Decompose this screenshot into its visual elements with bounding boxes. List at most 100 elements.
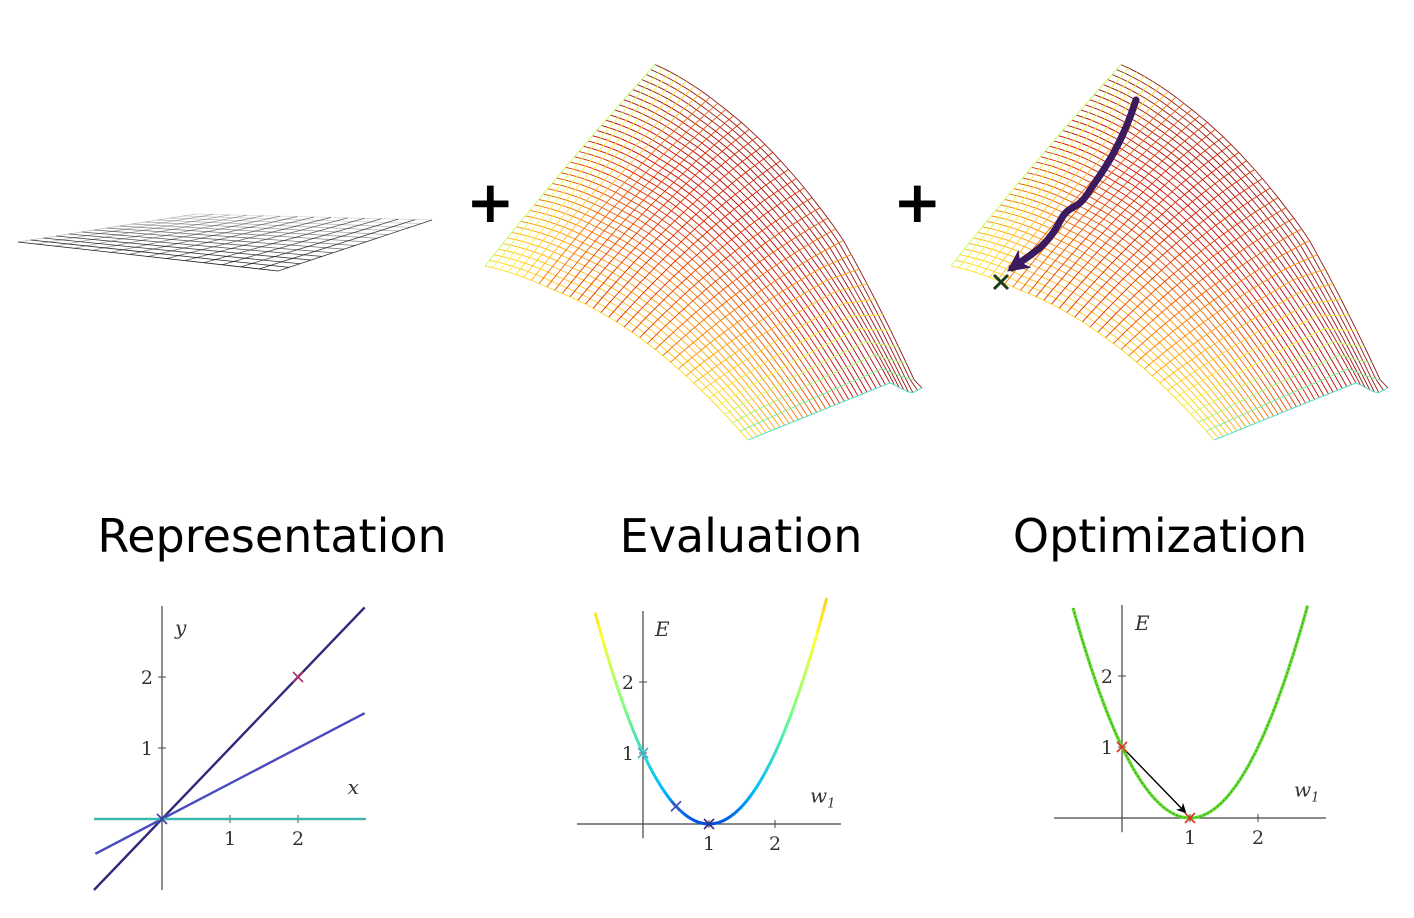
error-curve-segment xyxy=(596,623,603,637)
error-curve-segment xyxy=(614,680,621,693)
surface-grid-line xyxy=(600,152,774,313)
flat-grid-line xyxy=(73,214,247,249)
minimum-cross-marker xyxy=(992,273,1010,291)
evaluation-plot: 1 2 1 2 w1 E xyxy=(577,597,841,855)
surface-grid-line xyxy=(1035,122,1208,297)
flat-grid-line xyxy=(185,217,348,262)
surface-grid-line xyxy=(1113,207,1287,344)
optimization-plot: 1 2 1 2 w1 E xyxy=(1054,605,1326,849)
y-axis-label: E xyxy=(1134,611,1150,635)
x-axis-label-subscript: 1 xyxy=(827,797,835,812)
step-marker xyxy=(1184,812,1196,824)
error-curve-segment xyxy=(813,629,820,643)
surface-grid-line xyxy=(515,80,687,275)
representation-plot: 1 2 1 2 x y xyxy=(93,606,366,891)
surface-grid-line xyxy=(484,265,749,441)
flat-grid-line xyxy=(277,219,433,272)
y-tick-label: 2 xyxy=(141,667,153,689)
x-tick-label: 2 xyxy=(769,833,781,855)
surface-grid-line xyxy=(1097,187,1271,333)
surface-grid-line xyxy=(554,109,726,291)
surface-grid-line xyxy=(1120,217,1295,350)
data-point-marker xyxy=(156,813,168,825)
surface-grid-line xyxy=(639,197,813,339)
descent-path-arrow-icon xyxy=(992,96,1140,291)
y-tick-label: 2 xyxy=(622,672,634,694)
surface-grid-line xyxy=(538,96,711,284)
surface-grid-line xyxy=(498,248,763,435)
surface-grid-line xyxy=(693,283,868,384)
y-tick-label: 1 xyxy=(622,743,634,765)
surface-grid-line xyxy=(585,136,758,305)
surface-grid-line xyxy=(546,102,719,288)
title-representation: Representation xyxy=(97,509,446,563)
flat-grid-line xyxy=(240,218,399,268)
surface-grid-line xyxy=(1058,144,1232,309)
surface-grid-line xyxy=(1175,314,1349,399)
y-tick-label: 1 xyxy=(1101,737,1113,759)
surface-grid-line xyxy=(1105,197,1279,339)
surface-grid-line xyxy=(1051,136,1224,305)
surface-grid-line xyxy=(966,71,1138,270)
surface-grid-line xyxy=(632,89,900,388)
error-curve-segment xyxy=(608,662,615,675)
surface-grid-line xyxy=(654,217,829,350)
surface-grid-line xyxy=(562,115,734,294)
error-curve-segment xyxy=(602,643,609,657)
error-curve-segment xyxy=(801,668,808,681)
flat-grid-surface-icon xyxy=(17,213,433,272)
error-sample-marker xyxy=(670,800,682,812)
surface-grid-line xyxy=(484,64,656,267)
plus-sign-2: + xyxy=(893,168,942,236)
model-line-2 xyxy=(94,712,366,855)
surface-grid-line xyxy=(1012,102,1185,288)
surface-grid-line xyxy=(608,160,781,318)
y-axis-label: y xyxy=(174,615,187,639)
flat-grid-line xyxy=(55,214,230,247)
error-curve xyxy=(1071,605,1310,820)
surface-grid-line xyxy=(1082,169,1255,323)
surface-grid-line xyxy=(577,129,750,301)
surface-grid-line xyxy=(1159,283,1334,384)
error-sample-marker xyxy=(637,747,649,759)
surface-grid-line xyxy=(1074,160,1247,318)
surface-grid-line xyxy=(569,122,742,297)
surface-grid-line xyxy=(740,368,915,432)
error-curve-segment xyxy=(810,639,817,653)
error-curve-segment xyxy=(593,612,600,627)
surface-grid-line xyxy=(1066,152,1240,313)
error-curve-segment xyxy=(807,649,814,663)
flat-grid-line xyxy=(166,217,331,259)
gradient-step-arrow xyxy=(1123,748,1187,814)
surface-grid-line xyxy=(500,71,672,270)
y-tick-label: 1 xyxy=(141,738,153,760)
surface-grid-line xyxy=(964,248,1229,435)
flat-grid-line xyxy=(17,213,197,243)
flat-grid-line xyxy=(203,217,365,264)
surface-grid-line xyxy=(662,228,836,356)
x-tick-label: 2 xyxy=(1252,827,1264,849)
surface-grid-line xyxy=(747,382,923,441)
x-tick-label: 1 xyxy=(703,833,715,855)
flat-grid-line xyxy=(129,216,298,255)
x-axis-label: w1 xyxy=(1294,778,1319,806)
surface-grid-line xyxy=(701,298,875,391)
error-curve-segment xyxy=(611,671,618,684)
surface-grid-line xyxy=(1028,115,1200,294)
error-curve-segment xyxy=(819,608,826,623)
surface-grid-line xyxy=(1043,129,1216,301)
error-curve-segment xyxy=(798,677,805,690)
surface-grid-line xyxy=(1213,382,1389,441)
surface-grid-line xyxy=(670,240,844,363)
surface-grid-line xyxy=(997,91,1169,281)
surface-grid-line xyxy=(724,341,899,415)
surface-grid-line xyxy=(1206,368,1381,432)
surface-grid-line xyxy=(1004,96,1177,284)
surface-grid-line xyxy=(507,76,679,273)
surface-grid-line xyxy=(1151,268,1326,377)
x-axis-label: x xyxy=(348,775,359,799)
x-axis-label: w1 xyxy=(810,784,835,812)
surface-grid-line xyxy=(511,231,776,430)
flat-grid-line xyxy=(110,215,281,253)
surface-grid-line xyxy=(1190,341,1365,415)
